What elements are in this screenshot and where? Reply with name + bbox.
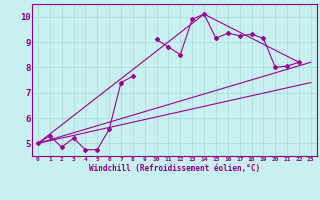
X-axis label: Windchill (Refroidissement éolien,°C): Windchill (Refroidissement éolien,°C) (89, 164, 260, 173)
